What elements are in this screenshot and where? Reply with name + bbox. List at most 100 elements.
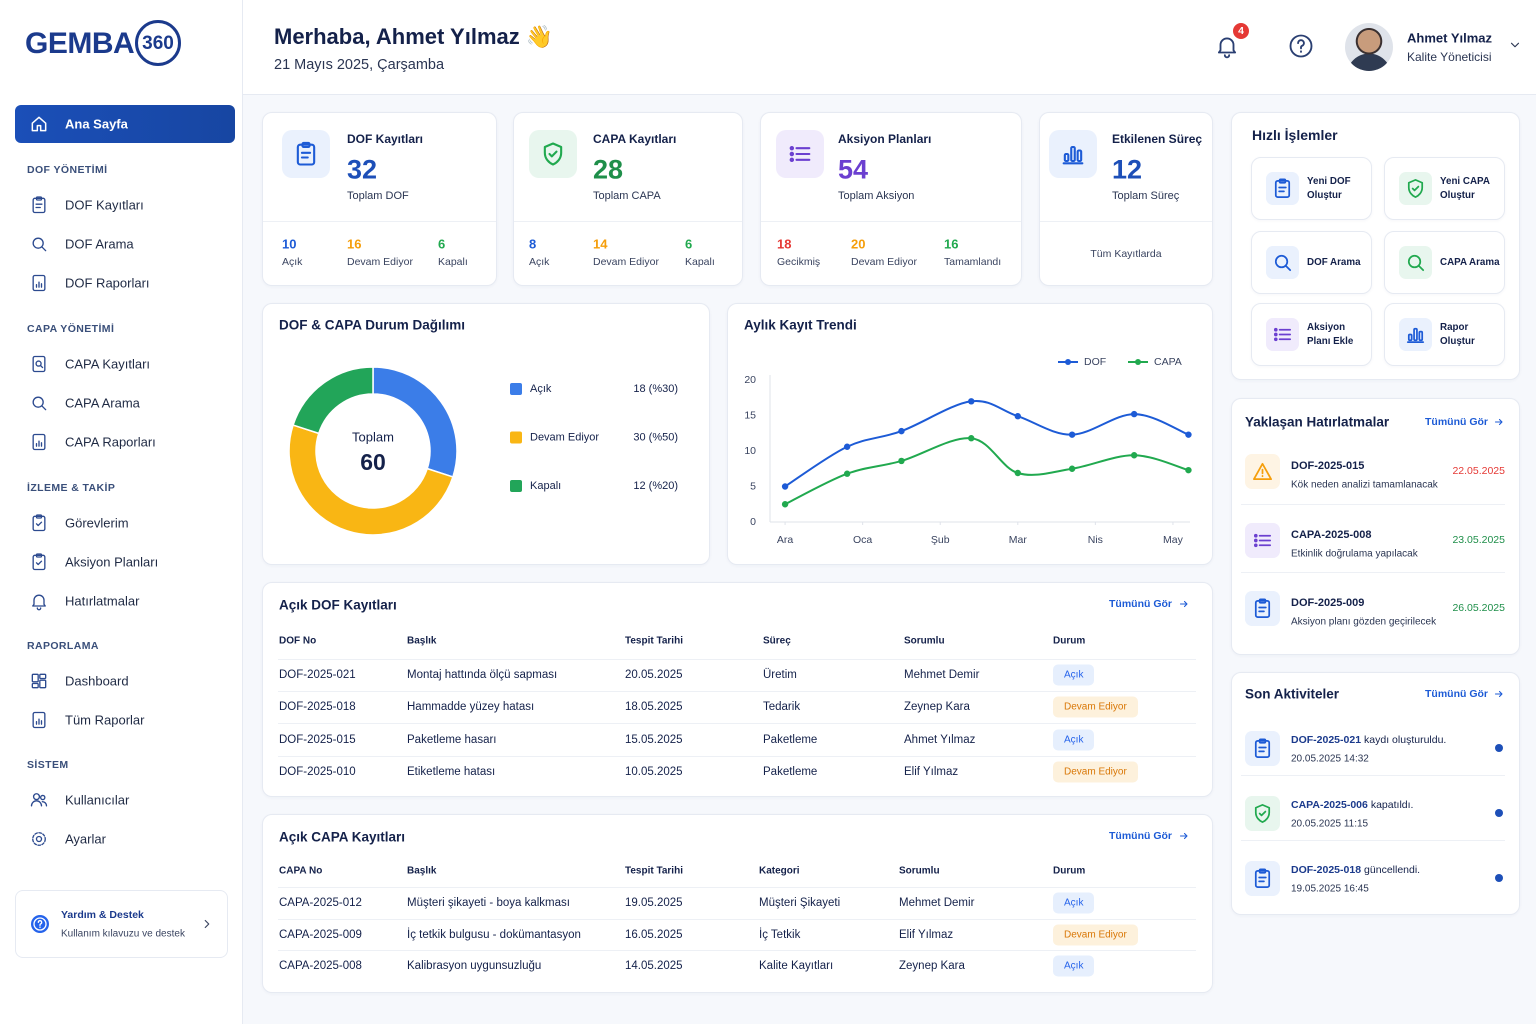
nav-icon-part bbox=[32, 554, 46, 571]
table-header: Tespit Tarihi bbox=[625, 635, 683, 647]
table-cell: 19.05.2025 bbox=[625, 897, 683, 909]
table-cell: Kalite Kayıtları bbox=[759, 960, 834, 972]
stat-title: CAPA Kayıtları bbox=[593, 132, 677, 146]
quick-action-icon bbox=[1407, 254, 1425, 272]
reminder-icon-part bbox=[1253, 538, 1258, 542]
activity-icon-part bbox=[1258, 810, 1267, 817]
status-badge: Açık bbox=[1053, 729, 1095, 751]
stat-caption: Toplam Aksiyon bbox=[838, 190, 915, 202]
nav-icon-part bbox=[35, 514, 43, 519]
user-menu-chevron[interactable] bbox=[1508, 38, 1522, 52]
reminder-id: CAPA-2025-008 bbox=[1291, 528, 1372, 541]
nav-item-active: Ana Sayfa bbox=[65, 116, 128, 132]
link-arrow-part bbox=[1179, 832, 1188, 840]
help-button[interactable] bbox=[1287, 32, 1315, 60]
quick-action-icon-part bbox=[1273, 337, 1278, 342]
reminders-link[interactable]: Tümünü Gör bbox=[1425, 416, 1488, 428]
nav-section-title: RAPORLAMA bbox=[27, 640, 99, 652]
table-row-divider bbox=[278, 918, 1196, 920]
status-badge: Açık bbox=[1053, 664, 1095, 686]
table-row-divider bbox=[278, 691, 1196, 693]
table-cell: Zeynep Kara bbox=[899, 960, 965, 972]
table-cell: 16.05.2025 bbox=[625, 928, 683, 941]
table-cell: Müşteri Şikayeti bbox=[759, 897, 841, 909]
quick-action-label: CAPA Arama bbox=[1440, 256, 1500, 268]
nav-icon bbox=[32, 832, 46, 846]
nav-icon bbox=[32, 396, 47, 411]
activity-unread-dot bbox=[1495, 874, 1503, 882]
help-chevron-part bbox=[204, 919, 210, 929]
stat-caption: Toplam DOF bbox=[347, 190, 409, 202]
stat-icon-part bbox=[1070, 145, 1076, 163]
stat-icon-part bbox=[301, 141, 311, 149]
quick-action-label: Yeni CAPA Oluştur bbox=[1440, 175, 1490, 201]
stat-icon-part bbox=[296, 143, 316, 166]
user-menu-chevron-part bbox=[1510, 42, 1520, 48]
help-box[interactable] bbox=[15, 890, 228, 958]
quick-action-icon-bg bbox=[1266, 246, 1299, 279]
table-cell: CAPA-2025-012 bbox=[279, 897, 362, 909]
activity-icon-part bbox=[1258, 868, 1267, 874]
activities-title: Son Aktiviteler bbox=[1245, 686, 1340, 702]
activity-text: kapatıldı. bbox=[1370, 799, 1414, 811]
nav-icon-part bbox=[40, 794, 46, 801]
notification-bell-part bbox=[1223, 54, 1231, 59]
stat-breakdown-value: 6 bbox=[438, 236, 446, 252]
table-title: Açık DOF Kayıtları bbox=[279, 597, 397, 613]
brand-name: GEMBA bbox=[25, 27, 135, 60]
quick-action-tile[interactable] bbox=[1384, 157, 1505, 220]
reminder-icon-part bbox=[1258, 598, 1267, 604]
nav-icon-part bbox=[35, 281, 43, 288]
stat-breakdown-value: 8 bbox=[529, 236, 537, 252]
activity-id: DOF-2025-018 bbox=[1291, 864, 1362, 876]
activity-text: güncellendi. bbox=[1364, 864, 1421, 876]
table-cell: DOF-2025-021 bbox=[279, 669, 356, 681]
link-arrow-part bbox=[1179, 600, 1188, 608]
brand-badge: 360 bbox=[142, 33, 174, 54]
nav-icon-part bbox=[31, 116, 47, 132]
activity-time: 20.05.2025 14:32 bbox=[1291, 753, 1369, 765]
quick-action-label: Aksiyon Planı Ekle bbox=[1307, 321, 1354, 347]
nav-active[interactable] bbox=[15, 105, 235, 143]
nav-section-title: CAPA YÖNETİMİ bbox=[27, 323, 115, 335]
stat-breakdown-label: Devam Ediyor bbox=[593, 256, 659, 268]
quick-action-icon-part bbox=[1274, 254, 1289, 269]
table-cell: CAPA-2025-009 bbox=[279, 928, 362, 941]
nav-item-label: Dashboard bbox=[65, 673, 129, 689]
nav-icon-part bbox=[41, 405, 47, 411]
nav-icon-part bbox=[31, 673, 39, 683]
quick-action-icon bbox=[1274, 178, 1291, 198]
table-header: DOF No bbox=[279, 635, 317, 647]
nav-icon bbox=[32, 514, 46, 532]
greeting: Merhaba, Ahmet Yılmaz 👋 bbox=[274, 24, 554, 49]
nav-icon-part bbox=[35, 360, 42, 367]
table-link[interactable]: Tümünü Gör bbox=[1109, 830, 1172, 842]
nav-icon-part bbox=[39, 364, 44, 369]
stat-icon-part bbox=[789, 157, 795, 163]
table-cell: Kalibrasyon uygunsuzluğu bbox=[407, 960, 542, 972]
user-name: Ahmet Yılmaz bbox=[1407, 30, 1493, 46]
notification-bell[interactable] bbox=[1214, 33, 1240, 59]
table-cell: Etiketleme hatası bbox=[407, 765, 496, 778]
activity-unread-dot bbox=[1495, 809, 1503, 817]
table-cell: Üretim bbox=[763, 669, 797, 681]
nav-item-label: Hatırlatmalar bbox=[65, 593, 140, 609]
nav-icon-part bbox=[41, 246, 47, 252]
nav-icon bbox=[32, 553, 46, 571]
table-cell: 14.05.2025 bbox=[625, 960, 683, 972]
avatar[interactable] bbox=[1345, 23, 1393, 71]
table-cell: Ahmet Yılmaz bbox=[904, 733, 976, 746]
nav-icon-part bbox=[35, 521, 43, 527]
stat-caption: Toplam CAPA bbox=[593, 190, 661, 202]
table-header: Başlık bbox=[407, 865, 437, 877]
quick-action-icon-part bbox=[1278, 328, 1292, 341]
sidebar bbox=[0, 0, 243, 1024]
nav-icon-part bbox=[32, 237, 44, 249]
reminder-text: Kök neden analizi tamamlanacak bbox=[1291, 479, 1438, 491]
quick-action-icon-part bbox=[1278, 178, 1287, 184]
donut-card bbox=[262, 303, 710, 565]
table-link[interactable]: Tümünü Gör bbox=[1109, 598, 1172, 610]
table-header: Durum bbox=[1053, 635, 1086, 647]
activities-link[interactable]: Tümünü Gör bbox=[1425, 688, 1488, 700]
nav-icon bbox=[31, 116, 47, 132]
